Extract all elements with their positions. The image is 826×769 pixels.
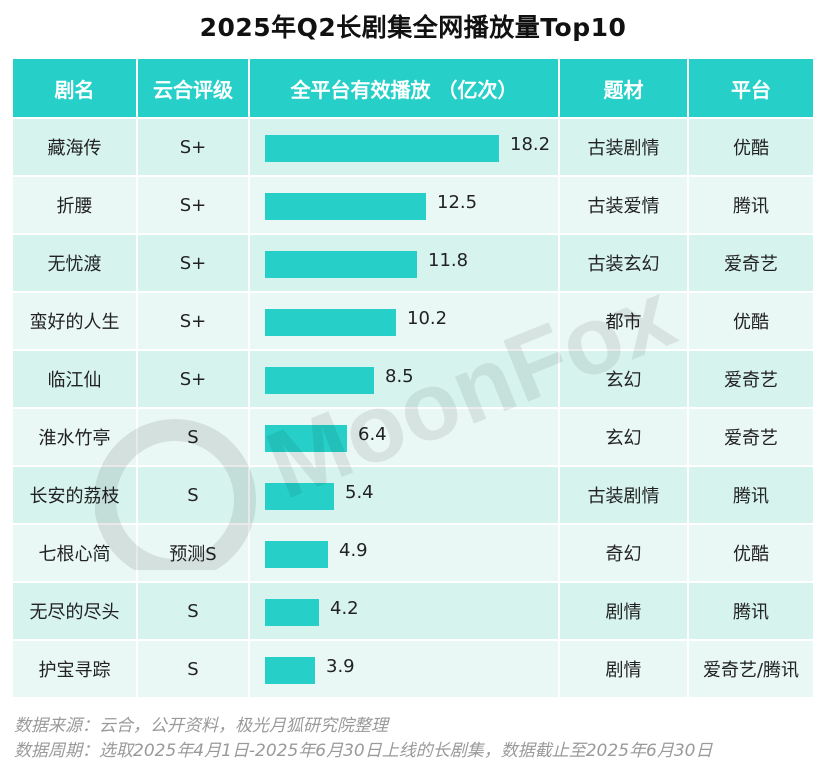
genre: 剧情 (560, 639, 689, 697)
drama-name: 藏海传 (13, 117, 138, 175)
plays-value-label: 18.2 (510, 134, 551, 155)
header-title: 剧名 (13, 59, 138, 117)
platform: 爱奇艺 (689, 233, 813, 291)
genre: 奇幻 (560, 523, 689, 581)
plays-cell: 6.4 (250, 407, 560, 465)
plays-cell: 18.2 (250, 117, 560, 175)
plays-bar (265, 657, 315, 684)
genre: 古装玄幻 (560, 233, 689, 291)
plays-value-label: 11.8 (428, 250, 469, 271)
drama-name: 淮水竹亭 (13, 407, 138, 465)
plays-bar (265, 367, 374, 394)
drama-name: 长安的荔枝 (13, 465, 138, 523)
platform: 爱奇艺 (689, 407, 813, 465)
chart-title: 2025年Q2长剧集全网播放量Top10 (199, 13, 627, 42)
grade: 预测S (138, 523, 250, 581)
grade: S (138, 407, 250, 465)
plays-bar (265, 193, 426, 220)
grade: S+ (138, 291, 250, 349)
plays-bar (265, 309, 396, 336)
genre: 古装爱情 (560, 175, 689, 233)
plays-cell: 10.2 (250, 291, 560, 349)
table-body: 藏海传 S+ 18.2 古装剧情 优酷 折腰 S+ 12.5 古装爱情 腾讯 无忧渡 S+ 11.8 古装… (13, 117, 813, 697)
drama-name: 折腰 (13, 175, 138, 233)
header-plays: 全平台有效播放 （亿次） (250, 59, 560, 117)
platform: 腾讯 (689, 175, 813, 233)
drama-name: 临江仙 (13, 349, 138, 407)
genre: 都市 (560, 291, 689, 349)
plays-value-label: 6.4 (358, 424, 387, 445)
table-row: 护宝寻踪 S 3.9 剧情 爱奇艺/腾讯 (13, 639, 813, 697)
table-row: 藏海传 S+ 18.2 古装剧情 优酷 (13, 117, 813, 175)
table-row: 无忧渡 S+ 11.8 古装玄幻 爱奇艺 (13, 233, 813, 291)
footer-source: 数据来源：云合，公开资料，极光月狐研究院整理 (14, 716, 388, 736)
table-row: 折腰 S+ 12.5 古装爱情 腾讯 (13, 175, 813, 233)
plays-cell: 11.8 (250, 233, 560, 291)
grade: S+ (138, 175, 250, 233)
platform: 优酷 (689, 291, 813, 349)
genre: 古装剧情 (560, 465, 689, 523)
grade: S (138, 639, 250, 697)
platform: 爱奇艺 (689, 349, 813, 407)
plays-value-label: 5.4 (345, 482, 374, 503)
plays-cell: 5.4 (250, 465, 560, 523)
drama-name: 护宝寻踪 (13, 639, 138, 697)
plays-value-label: 8.5 (385, 366, 414, 387)
plays-bar (265, 541, 328, 568)
plays-value-label: 10.2 (407, 308, 448, 329)
plays-bar (265, 425, 347, 452)
plays-value-label: 4.2 (330, 598, 359, 619)
table-row: 长安的荔枝 S 5.4 古装剧情 腾讯 (13, 465, 813, 523)
drama-name: 无尽的尽头 (13, 581, 138, 639)
platform: 腾讯 (689, 581, 813, 639)
table-row: 七根心简 预测S 4.9 奇幻 优酷 (13, 523, 813, 581)
grade: S+ (138, 117, 250, 175)
genre: 剧情 (560, 581, 689, 639)
plays-cell: 12.5 (250, 175, 560, 233)
platform: 爱奇艺/腾讯 (689, 639, 813, 697)
genre: 玄幻 (560, 349, 689, 407)
plays-cell: 8.5 (250, 349, 560, 407)
drama-name: 七根心简 (13, 523, 138, 581)
header-genre: 题材 (560, 59, 689, 117)
plays-bar (265, 483, 334, 510)
table-row: 蛮好的人生 S+ 10.2 都市 优酷 (13, 291, 813, 349)
header-grade: 云合评级 (138, 59, 250, 117)
grade: S (138, 465, 250, 523)
ranking-table: 剧名 云合评级 全平台有效播放 （亿次） 题材 平台 藏海传 S+ 18.2 古装剧情… (13, 59, 813, 697)
plays-cell: 4.9 (250, 523, 560, 581)
plays-bar (265, 599, 319, 626)
plays-value-label: 4.9 (339, 540, 368, 561)
table-header-row: 剧名 云合评级 全平台有效播放 （亿次） 题材 平台 (13, 59, 813, 117)
plays-cell: 4.2 (250, 581, 560, 639)
plays-cell: 3.9 (250, 639, 560, 697)
footer-period: 数据周期：选取2025年4月1日-2025年6月30日上线的长剧集，数据截止至2… (14, 741, 713, 761)
grade: S+ (138, 233, 250, 291)
plays-value-label: 12.5 (437, 192, 478, 213)
drama-name: 蛮好的人生 (13, 291, 138, 349)
plays-bar (265, 251, 417, 278)
genre: 古装剧情 (560, 117, 689, 175)
drama-name: 无忧渡 (13, 233, 138, 291)
grade: S (138, 581, 250, 639)
platform: 腾讯 (689, 465, 813, 523)
table-row: 临江仙 S+ 8.5 玄幻 爱奇艺 (13, 349, 813, 407)
platform: 优酷 (689, 523, 813, 581)
header-platform: 平台 (689, 59, 813, 117)
platform: 优酷 (689, 117, 813, 175)
table-row: 无尽的尽头 S 4.2 剧情 腾讯 (13, 581, 813, 639)
grade: S+ (138, 349, 250, 407)
plays-value-label: 3.9 (326, 656, 355, 677)
genre: 玄幻 (560, 407, 689, 465)
table-row: 淮水竹亭 S 6.4 玄幻 爱奇艺 (13, 407, 813, 465)
plays-bar (265, 135, 499, 162)
